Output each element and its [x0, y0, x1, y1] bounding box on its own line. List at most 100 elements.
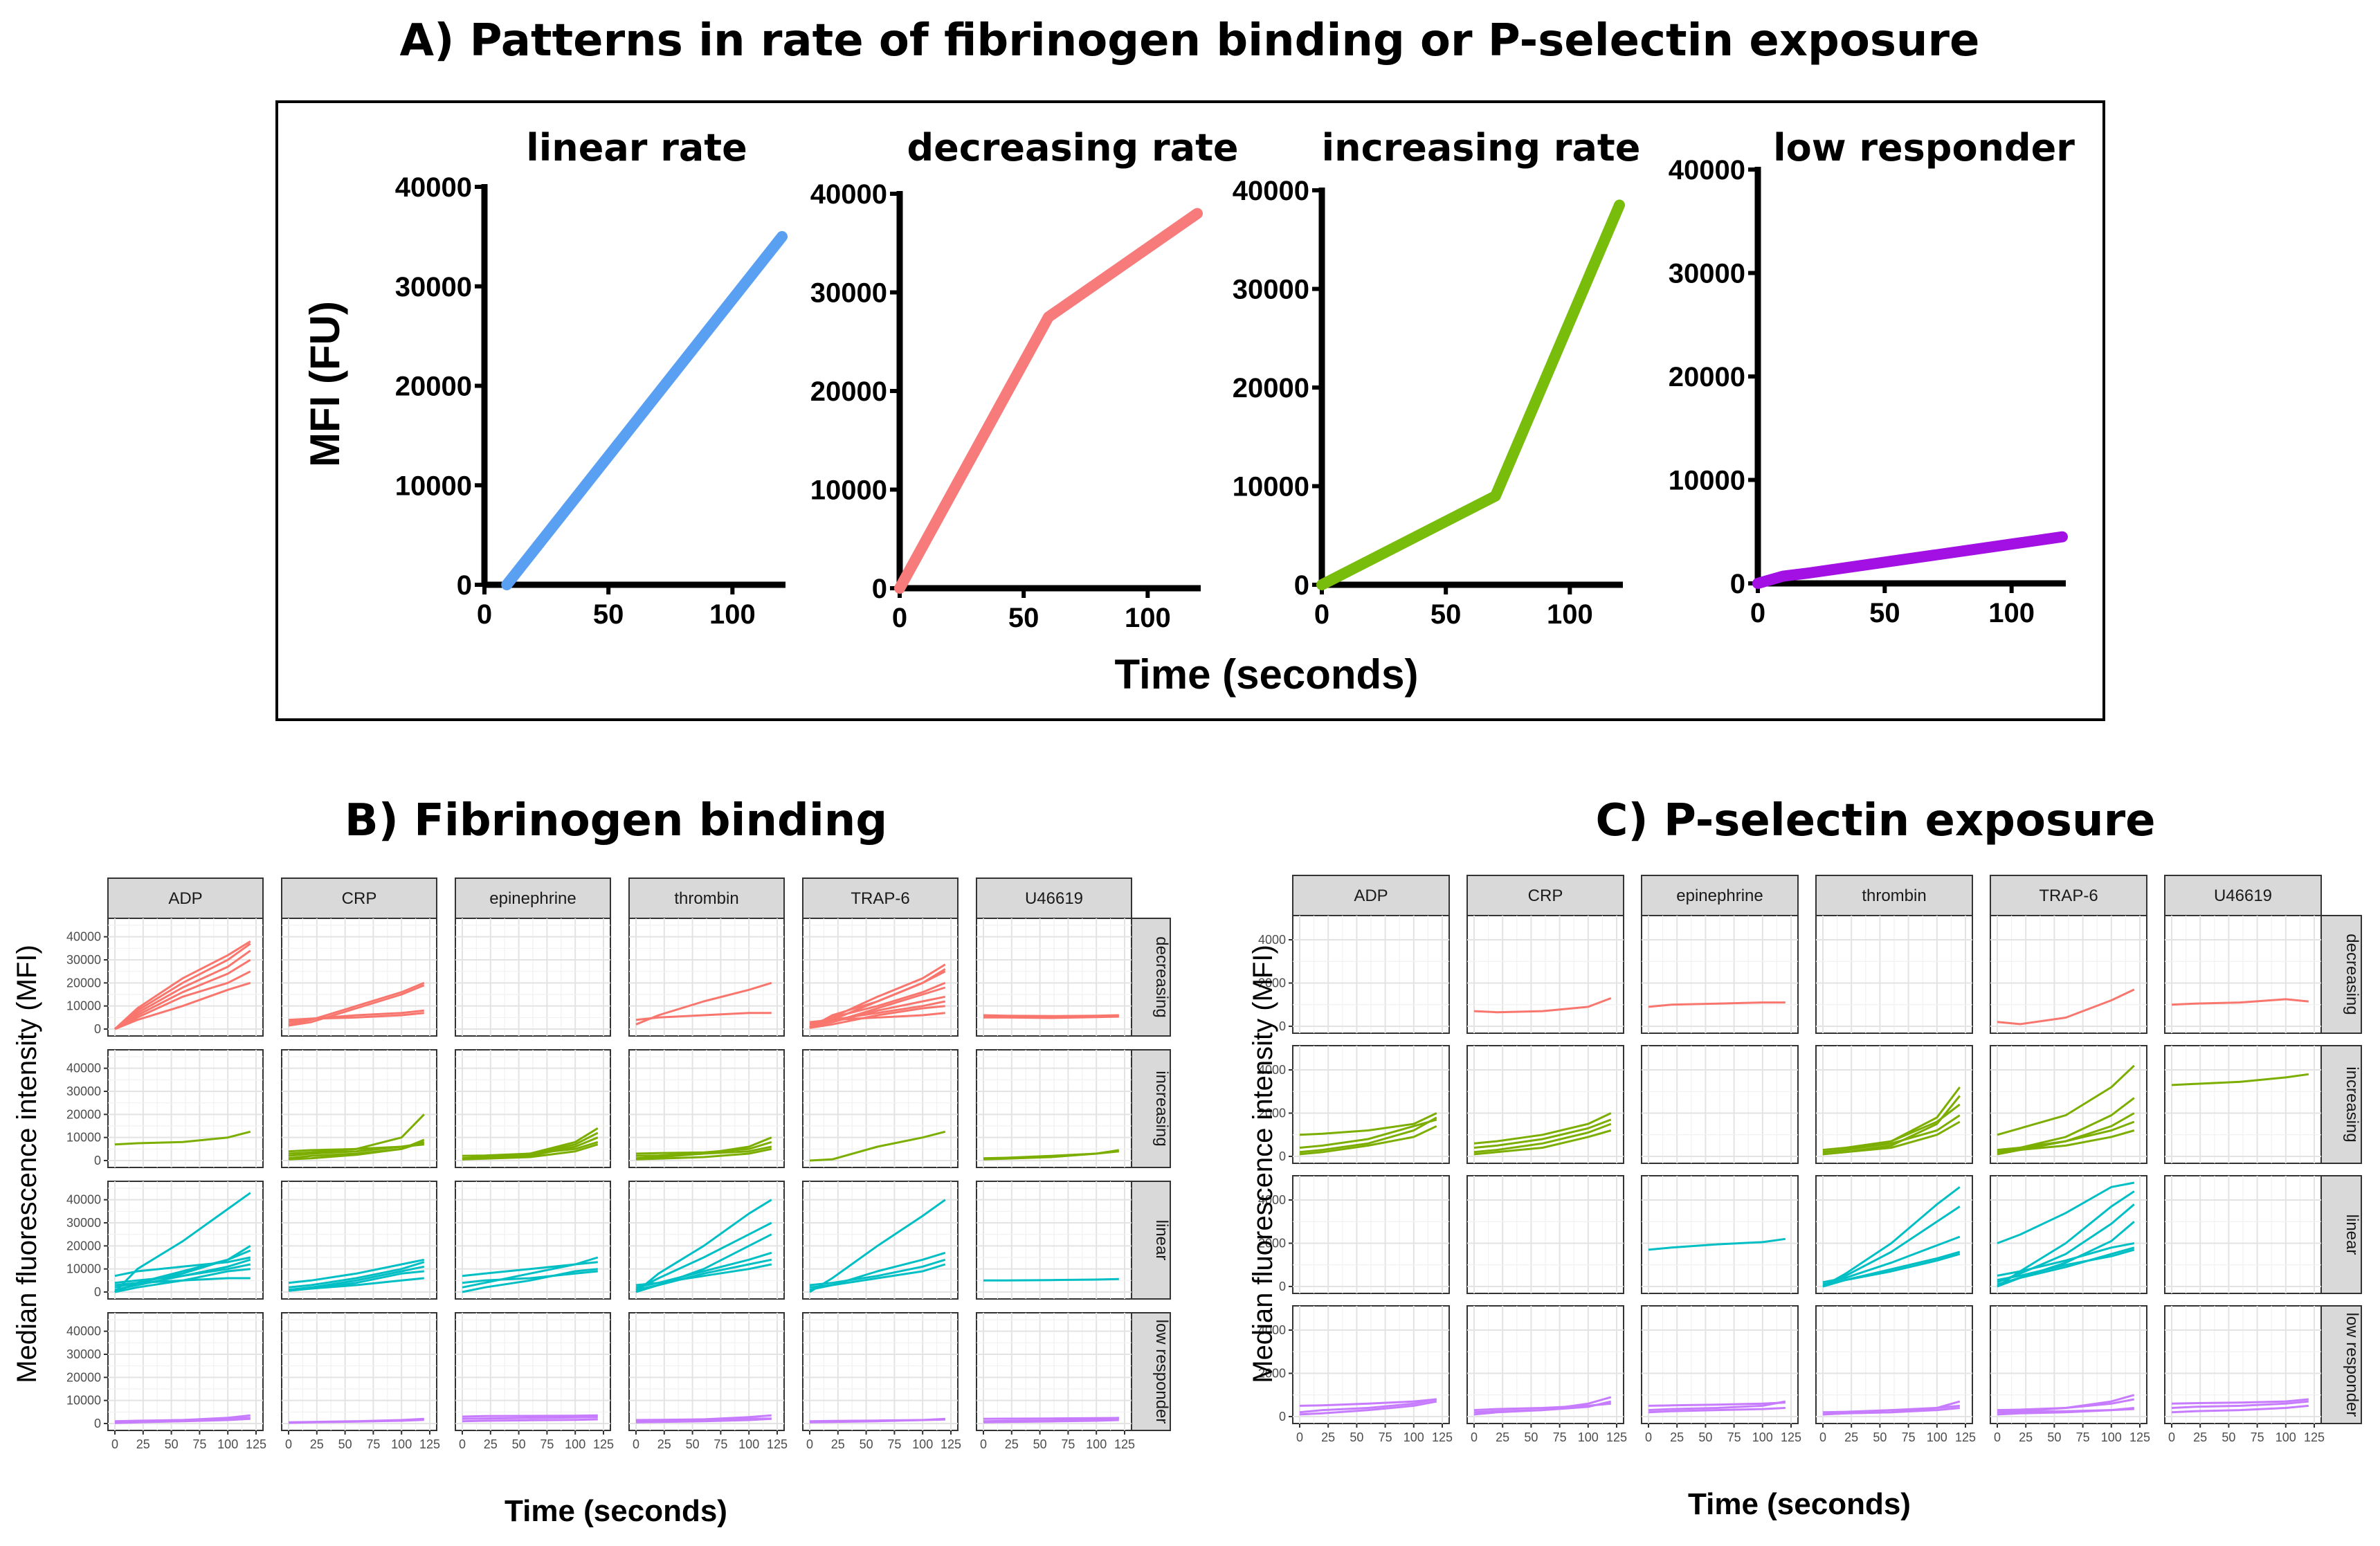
- y-tick-label: 0: [872, 574, 887, 604]
- panel-b-ylabel: Median fluorescence intensity (MFI): [12, 945, 42, 1383]
- x-tick-label: 50: [165, 1437, 179, 1451]
- series-line: [1997, 1242, 2135, 1277]
- y-tick-label: 20000: [810, 376, 887, 407]
- panel-b-xlabel: Time (seconds): [505, 1494, 727, 1528]
- series-line: [809, 1005, 945, 1029]
- series-line: [1997, 1129, 2135, 1154]
- x-tick-label: 25: [657, 1437, 671, 1451]
- facet-label-epinephrine: epinephrine: [489, 889, 576, 908]
- series-line: [1648, 1407, 1786, 1414]
- x-tick-label: 125: [2129, 1430, 2150, 1444]
- facet-decreasing-thrombin: [1815, 915, 1973, 1034]
- facet-linear-thrombin: [1815, 1175, 1973, 1294]
- y-tick-label: 10000: [810, 475, 887, 506]
- facet-linear-epinephrine: [1641, 1175, 1799, 1294]
- subplot-title: low responder: [1773, 126, 2075, 170]
- x-tick-label: 50: [512, 1437, 526, 1451]
- series-line: [114, 1277, 251, 1286]
- y-tick-label: 0: [94, 1022, 101, 1036]
- facet-label-CRP: CRP: [1528, 886, 1563, 905]
- y-tick-label: 30000: [66, 953, 101, 967]
- series-line: [1752, 531, 2068, 589]
- facet-increasing-thrombin: [628, 1049, 785, 1168]
- x-tick-label: 0: [1819, 1430, 1826, 1444]
- x-tick-label: 125: [593, 1437, 614, 1451]
- facet-decreasing-U46619: [976, 918, 1132, 1037]
- y-tick-label: 0: [94, 1417, 101, 1430]
- facet-linear-TRAP-6: [1990, 1175, 2147, 1294]
- x-tick-label: 75: [366, 1437, 380, 1451]
- x-tick-label: 0: [980, 1437, 987, 1451]
- y-tick-label: 4000: [1258, 1323, 1286, 1337]
- series-line: [1473, 1129, 1612, 1156]
- x-tick-label: 125: [1955, 1430, 1976, 1444]
- y-tick-label: 40000: [66, 1062, 101, 1075]
- facet-low-responder-U46619: [976, 1312, 1132, 1431]
- facet-strip-U46619: [976, 877, 1132, 919]
- series-line: [1299, 1116, 1437, 1154]
- row-strip-linear: [2320, 1175, 2362, 1294]
- y-tick-label: 40000: [395, 172, 472, 203]
- x-tick-label: 0: [477, 599, 492, 630]
- x-tick-label: 0: [806, 1437, 813, 1451]
- facet-label-TRAP-6: TRAP-6: [2039, 886, 2098, 905]
- x-tick-label: 0: [1314, 599, 1329, 630]
- series-line: [1822, 1407, 1960, 1416]
- series-line: [288, 1258, 425, 1284]
- facet-decreasing-TRAP-6: [802, 918, 959, 1037]
- series-line: [114, 1263, 251, 1284]
- x-tick-label: 25: [1844, 1430, 1858, 1444]
- facet-low-responder-TRAP-6: [1990, 1305, 2147, 1424]
- x-tick-label: 50: [1033, 1437, 1047, 1451]
- series-line: [1473, 1122, 1612, 1154]
- series-line: [288, 1142, 425, 1153]
- series-line: [114, 1417, 251, 1424]
- facet-strip-epinephrine: [455, 877, 611, 919]
- series-line: [288, 1419, 424, 1424]
- facet-low-responder-ADP: [1292, 1305, 1450, 1424]
- facet-increasing-CRP: [1466, 1045, 1624, 1164]
- series-line: [462, 1256, 599, 1289]
- row-strip-increasing: [2320, 1045, 2362, 1164]
- y-tick-label: 0: [1294, 570, 1309, 601]
- series-line: [809, 968, 946, 1029]
- series-line: [114, 1256, 251, 1277]
- x-tick-label: 25: [1005, 1437, 1019, 1451]
- facet-label-TRAP-6: TRAP-6: [851, 889, 909, 908]
- series-line: [288, 1270, 424, 1292]
- x-tick-label: 75: [540, 1437, 554, 1451]
- facet-decreasing-ADP: [107, 918, 264, 1037]
- panel-c-title: C) P-selectin exposure: [1595, 795, 2155, 846]
- series-line: [1473, 1118, 1612, 1149]
- facet-increasing-TRAP-6: [802, 1049, 959, 1168]
- facet-increasing-epinephrine: [455, 1049, 611, 1168]
- y-tick-label: 0: [1279, 1149, 1286, 1163]
- series-line: [1648, 1401, 1786, 1407]
- y-tick-label: 10000: [66, 1394, 101, 1408]
- series-line: [1997, 1408, 2134, 1414]
- x-tick-label: 125: [941, 1437, 961, 1451]
- series-line: [114, 949, 251, 1030]
- y-tick-label: 10000: [1669, 466, 1745, 496]
- y-tick-label: 30000: [66, 1216, 101, 1230]
- x-tick-label: 0: [111, 1437, 118, 1451]
- x-tick-label: 50: [1698, 1430, 1712, 1444]
- x-tick-label: 50: [686, 1437, 700, 1451]
- series-line: [1822, 1103, 1961, 1152]
- facet-decreasing-CRP: [1466, 915, 1624, 1034]
- series-line: [1822, 1186, 1961, 1288]
- x-tick-label: 0: [1296, 1430, 1303, 1444]
- x-tick-label: 50: [1869, 598, 1900, 628]
- x-tick-label: 0: [459, 1437, 466, 1451]
- x-tick-label: 100: [2101, 1430, 2122, 1444]
- y-tick-label: 20000: [395, 372, 472, 402]
- y-tick-label: 20000: [66, 1370, 101, 1384]
- facet-strip-TRAP-6: [1990, 875, 2147, 916]
- x-tick-label: 125: [246, 1437, 266, 1451]
- x-tick-label: 25: [2019, 1430, 2033, 1444]
- y-tick-label: 20000: [66, 976, 101, 990]
- facet-decreasing-epinephrine: [455, 918, 611, 1037]
- facet-label-CRP: CRP: [342, 889, 377, 908]
- subplot-title: increasing rate: [1322, 126, 1641, 170]
- facet-strip-epinephrine: [1641, 875, 1799, 916]
